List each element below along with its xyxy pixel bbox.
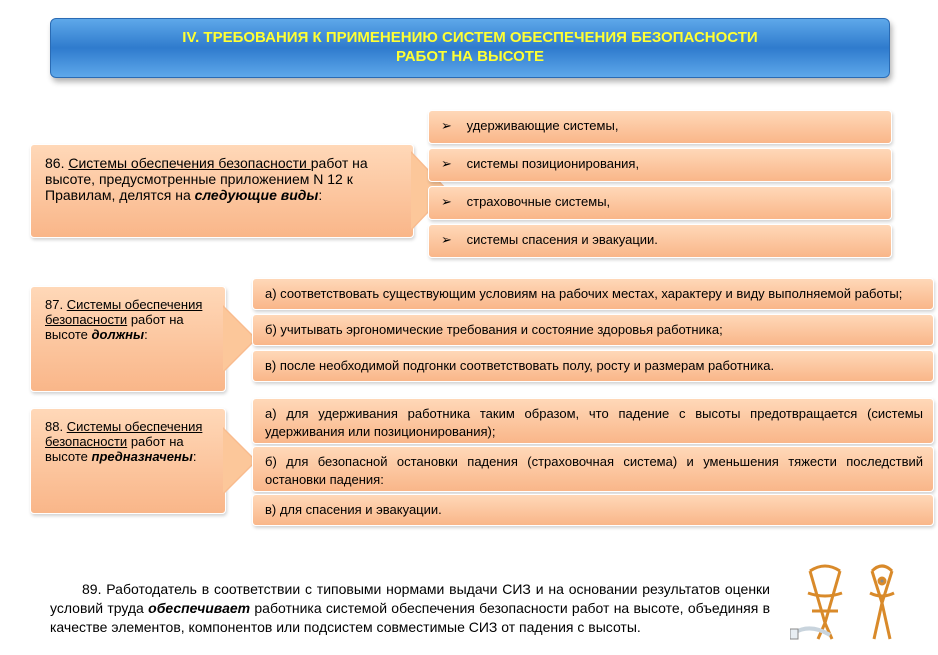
bullet-86-3: ➢ системы спасения и эвакуации. [428, 224, 892, 258]
bi-86: следующие виды [195, 187, 319, 203]
bullet-86-0-text: удерживающие системы, [467, 118, 619, 133]
bullet-86-1: ➢ системы позиционирования, [428, 148, 892, 182]
item-87-c: в) после необходимой подгонки соответств… [252, 350, 934, 382]
p89-bold: обеспечивает [148, 600, 250, 616]
bullet-glyph: ➢ [441, 193, 455, 211]
bullet-glyph: ➢ [441, 117, 455, 135]
t-88: : [193, 449, 197, 464]
arrow-86: 86. Системы обеспечения безопасности раб… [30, 144, 414, 238]
bullet-86-2-text: страховочные системы, [467, 194, 611, 209]
bullet-glyph: ➢ [441, 155, 455, 173]
item-87-a: а) соответствовать существующим условиям… [252, 278, 934, 310]
bullet-86-3-text: системы спасения и эвакуации. [467, 232, 658, 247]
bullet-86-1-text: системы позиционирования, [467, 156, 639, 171]
u-86: Системы обеспечения безопасности [68, 155, 310, 171]
item-87-a-text: а) соответствовать существующим условиям… [265, 286, 902, 301]
item-87-c-text: в) после необходимой подгонки соответств… [265, 358, 774, 373]
bi-87: должны [92, 327, 145, 342]
num-86: 86. [45, 155, 64, 171]
t-87: : [144, 327, 148, 342]
item-87-b-text: б) учитывать эргономические требования и… [265, 322, 723, 337]
item-88-b: б) для безопасной остановки падения (стр… [252, 446, 934, 492]
num-88: 88. [45, 419, 63, 434]
page: IV. ТРЕБОВАНИЯ К ПРИМЕНЕНИЮ СИСТЕМ ОБЕСП… [0, 0, 938, 655]
bullet-86-2: ➢ страховочные системы, [428, 186, 892, 220]
t-86: : [318, 187, 322, 203]
safety-harness-icon [790, 563, 920, 641]
paragraph-89: 89. Работодатель в соответствии с типовы… [50, 580, 770, 637]
item-88-c-text: в) для спасения и эвакуации. [265, 502, 442, 517]
arrow-88: 88. Системы обеспечения безопасности раб… [30, 408, 226, 514]
p89-text: 89. Работодатель в соответствии с типовы… [50, 581, 770, 635]
bullet-glyph: ➢ [441, 231, 455, 249]
bi-88: предназначены [92, 449, 193, 464]
item-88-a: а) для удерживания работника таким образ… [252, 398, 934, 444]
num-87: 87. [45, 297, 63, 312]
section-header-banner: IV. ТРЕБОВАНИЯ К ПРИМЕНЕНИЮ СИСТЕМ ОБЕСП… [50, 18, 890, 78]
bullet-86-0: ➢ удерживающие системы, [428, 110, 892, 144]
item-87-b: б) учитывать эргономические требования и… [252, 314, 934, 346]
arrow-87: 87. Системы обеспечения безопасности раб… [30, 286, 226, 392]
item-88-a-text: а) для удерживания работника таким образ… [265, 406, 923, 439]
item-88-b-text: б) для безопасной остановки падения (стр… [265, 454, 923, 487]
section-header-title: IV. ТРЕБОВАНИЯ К ПРИМЕНЕНИЮ СИСТЕМ ОБЕСП… [182, 29, 757, 67]
item-88-c: в) для спасения и эвакуации. [252, 494, 934, 526]
